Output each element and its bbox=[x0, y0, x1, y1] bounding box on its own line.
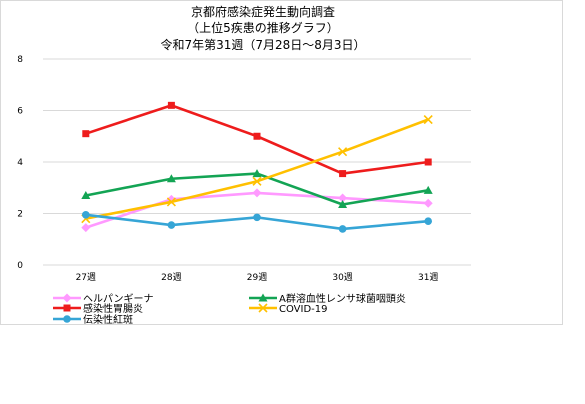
legend-marker bbox=[258, 303, 268, 313]
legend-entry-3: COVID-19 bbox=[249, 303, 328, 315]
x-tick-label: 28週 bbox=[161, 272, 181, 283]
data-point bbox=[167, 221, 176, 229]
data-point bbox=[338, 147, 348, 157]
x-tick-label: 29週 bbox=[247, 272, 267, 283]
y-tick-label: 6 bbox=[17, 107, 23, 117]
chart-title-line-2: （上位5疾患の推移グラフ） bbox=[187, 20, 339, 35]
legend-marker bbox=[63, 304, 71, 312]
x-tick-label: 31週 bbox=[418, 272, 438, 283]
data-point bbox=[82, 210, 90, 219]
data-point bbox=[166, 174, 176, 183]
legend-marker-stroke bbox=[258, 303, 268, 313]
data-point bbox=[252, 169, 262, 178]
series-lines bbox=[81, 101, 433, 233]
data-point bbox=[338, 199, 348, 208]
data-point-stroke bbox=[338, 147, 348, 157]
chart-title: 京都府感染症発生動向調査 （上位5疾患の推移グラフ） 令和7年第31週（7月28… bbox=[160, 4, 365, 52]
data-point-stroke bbox=[166, 197, 176, 207]
data-point bbox=[339, 170, 347, 178]
chart-title-line-1: 京都府感染症発生動向調査 bbox=[191, 4, 335, 19]
series-2 bbox=[82, 101, 432, 178]
data-point-stroke bbox=[423, 114, 433, 125]
y-tick-label: 2 bbox=[17, 210, 23, 220]
legend-label: COVID-19 bbox=[279, 304, 328, 315]
legend-marker bbox=[258, 293, 268, 302]
data-point bbox=[167, 101, 175, 109]
legend-entry-1: A群溶血性レンサ球菌咽頭炎 bbox=[249, 292, 406, 305]
series-4 bbox=[82, 210, 433, 233]
data-point bbox=[423, 185, 433, 194]
data-point bbox=[338, 225, 347, 233]
data-point bbox=[423, 198, 433, 208]
y-tick-label: 4 bbox=[17, 158, 23, 168]
line-chart: 京都府感染症発生動向調査 （上位5疾患の推移グラフ） 令和7年第31週（7月28… bbox=[17, 4, 471, 326]
legend-label: 伝染性紅斑 bbox=[83, 313, 133, 326]
series-3 bbox=[81, 114, 433, 224]
legend-label: ヘルパンギーナ bbox=[83, 293, 154, 305]
data-point bbox=[253, 213, 261, 222]
data-point bbox=[252, 176, 262, 186]
data-point-stroke bbox=[252, 176, 262, 186]
axes: 0 2 4 6 8 27週 28週 29週 30週 31週 bbox=[17, 55, 471, 283]
legend-entry-4: 伝染性紅斑 bbox=[53, 313, 133, 326]
data-point bbox=[166, 197, 176, 207]
y-tick-label: 0 bbox=[17, 261, 23, 271]
grid-lines bbox=[43, 58, 471, 214]
legend-entry-0: ヘルパンギーナ bbox=[53, 293, 154, 305]
data-point bbox=[338, 193, 348, 203]
x-tick-label: 27週 bbox=[76, 272, 96, 283]
legend-entry-2: 感染性胃腸炎 bbox=[53, 302, 143, 315]
data-point bbox=[253, 132, 261, 140]
data-point bbox=[252, 188, 262, 198]
data-point bbox=[424, 217, 433, 226]
chart-title-line-3: 令和7年第31週（7月28日～8月3日） bbox=[160, 37, 365, 52]
x-tick-label: 30週 bbox=[332, 272, 352, 283]
legend-marker bbox=[63, 315, 71, 323]
data-point bbox=[424, 158, 432, 166]
chart-frame: 京都府感染症発生動向調査 （上位5疾患の推移グラフ） 令和7年第31週（7月28… bbox=[0, 0, 563, 326]
data-point bbox=[423, 114, 433, 125]
legend-label: 感染性胃腸炎 bbox=[83, 302, 143, 315]
y-tick-label: 8 bbox=[17, 55, 23, 65]
data-point bbox=[81, 190, 91, 199]
legend-marker bbox=[62, 293, 72, 303]
data-point bbox=[82, 130, 90, 138]
data-point bbox=[81, 223, 91, 233]
legend-label: A群溶血性レンサ球菌咽頭炎 bbox=[279, 292, 406, 305]
series-1 bbox=[81, 169, 433, 208]
